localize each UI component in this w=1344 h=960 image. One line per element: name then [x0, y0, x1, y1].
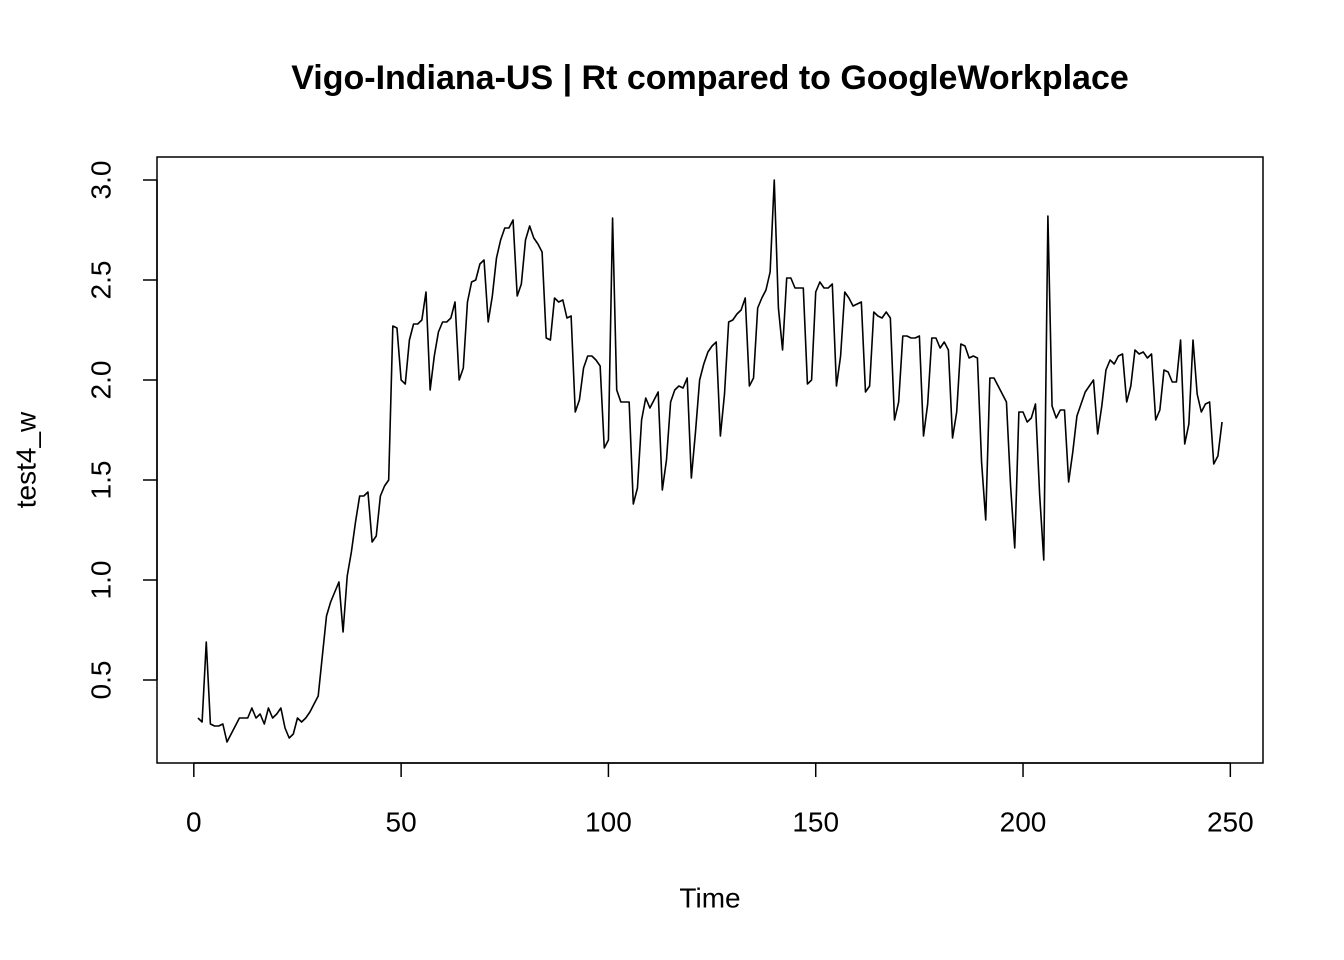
x-tick-label: 0 [186, 806, 202, 837]
x-tick-label: 50 [386, 806, 417, 837]
y-tick-label: 3.0 [85, 161, 116, 200]
y-tick-label: 0.5 [85, 661, 116, 700]
y-tick-label: 1.0 [85, 561, 116, 600]
x-tick-label: 200 [1000, 806, 1047, 837]
y-axis-label: test4_w [10, 411, 41, 508]
x-tick-label: 150 [792, 806, 839, 837]
chart-title: Vigo-Indiana-US | Rt compared to GoogleW… [291, 59, 1129, 97]
y-tick-label: 2.5 [85, 261, 116, 300]
y-tick-label: 2.0 [85, 361, 116, 400]
x-tick-label: 100 [585, 806, 632, 837]
x-tick-label: 250 [1207, 806, 1254, 837]
x-axis-label: Time [679, 882, 740, 913]
series-line [197, 179, 1223, 743]
y-tick-label: 1.5 [85, 461, 116, 500]
